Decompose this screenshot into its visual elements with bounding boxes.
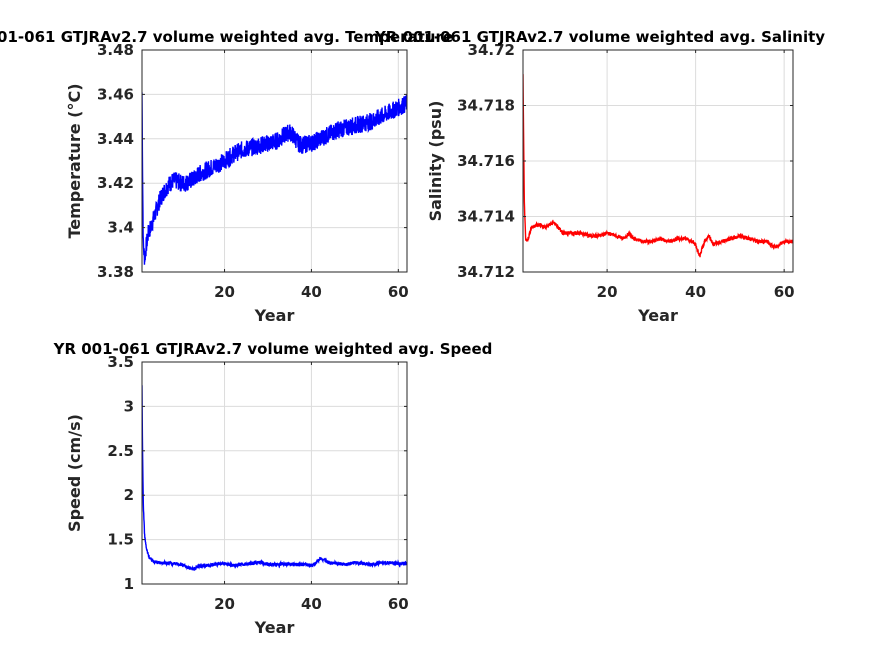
x-tick-label: 40: [685, 283, 706, 301]
y-tick-label: 3.46: [97, 85, 134, 103]
salinity-series-line: [523, 74, 793, 258]
y-tick-label: 2: [124, 486, 134, 504]
y-tick-label: 34.72: [468, 41, 515, 59]
y-axis-label: Temperature (°C): [65, 83, 84, 238]
x-tick-label: 20: [214, 283, 235, 301]
y-tick-label: 1.5: [107, 531, 134, 549]
speed-series-line: [142, 385, 407, 571]
x-tick-label: 60: [388, 283, 409, 301]
temperature-chart-title: YR 001-061 GTJRAv2.7 volume weighted avg…: [0, 28, 453, 46]
y-tick-label: 34.712: [457, 263, 515, 281]
y-tick-label: 3.5: [107, 353, 134, 371]
plot-area: [142, 50, 407, 272]
y-tick-label: 34.716: [457, 152, 515, 170]
y-tick-label: 1: [124, 575, 134, 593]
y-tick-label: 3.4: [107, 219, 134, 237]
y-tick-label: 3.48: [97, 41, 134, 59]
y-tick-label: 3: [124, 397, 134, 415]
x-axis-label: Year: [254, 618, 295, 637]
temperature-panel: 20 40 60 3.38 3.4 3.42 3.44 3.46 3.48 Year Tempera…: [0, 28, 453, 325]
x-axis-label: Year: [254, 306, 295, 325]
x-axis-label: Year: [637, 306, 678, 325]
y-tick-label: 3.38: [97, 263, 134, 281]
y-axis-label: Salinity (psu): [426, 101, 445, 222]
x-tick-label: 60: [388, 595, 409, 613]
y-tick-label: 2.5: [107, 442, 134, 460]
y-tick-label: 34.718: [457, 97, 515, 115]
axes-frame: [141, 361, 408, 585]
plot-area: [142, 362, 407, 584]
x-tick-label: 60: [774, 283, 795, 301]
salinity-panel: 20 40 60 34.712 34.714 34.716 34.718 34.72 Year S…: [374, 28, 825, 325]
x-tick-label: 40: [301, 283, 322, 301]
speed-panel: 20 40 60 1 1.5 2 2.5 3 3.5 Year Speed (cm/s) YR 001…: [53, 340, 493, 637]
y-tick-label: 34.714: [457, 208, 515, 226]
temperature-series-line: [142, 92, 407, 265]
x-tick-label: 20: [214, 595, 235, 613]
x-tick-label: 20: [597, 283, 618, 301]
y-tick-label: 3.44: [97, 130, 134, 148]
x-tick-label: 40: [301, 595, 322, 613]
salinity-chart-title: YR 001-061 GTJRAv2.7 volume weighted avg…: [374, 28, 825, 46]
axes-frame: [141, 49, 408, 273]
y-axis-label: Speed (cm/s): [65, 414, 84, 532]
y-tick-label: 3.42: [97, 174, 134, 192]
speed-chart-title: YR 001-061 GTJRAv2.7 volume weighted avg…: [53, 340, 493, 358]
